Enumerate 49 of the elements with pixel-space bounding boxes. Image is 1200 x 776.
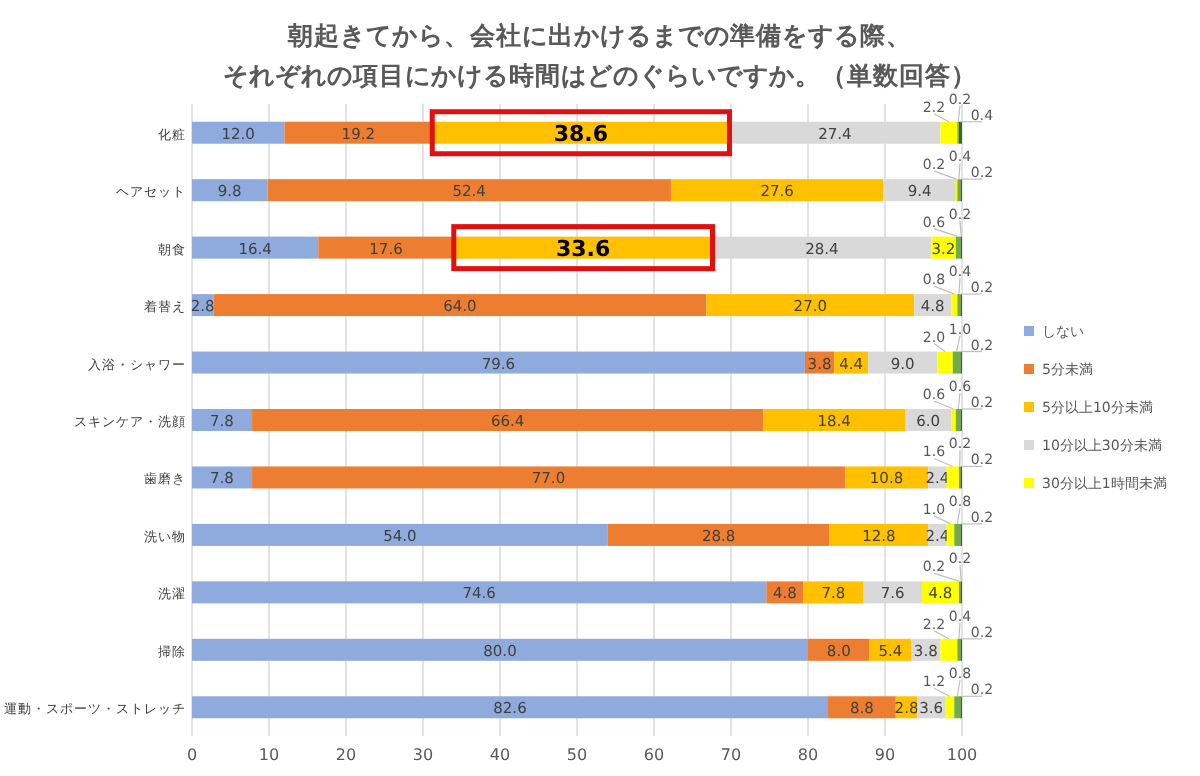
bar: [192, 466, 253, 489]
bar: [940, 121, 958, 144]
bar: [318, 236, 454, 259]
bar: [946, 466, 959, 489]
x-tick-label: 10: [258, 746, 280, 764]
bar: [954, 696, 961, 719]
x-tick-label: 40: [489, 746, 511, 764]
bar: [945, 696, 955, 719]
bar: [763, 409, 906, 431]
bar: [946, 523, 955, 546]
x-tick-label: 30: [412, 746, 434, 764]
bar: [192, 409, 253, 431]
bar: [828, 696, 896, 719]
bar: [803, 581, 864, 604]
x-tick-label: 100: [946, 746, 978, 764]
data-label: 38.6: [553, 120, 609, 147]
bar: [252, 409, 764, 431]
bar: [192, 523, 608, 546]
chart-title: 朝起きてから、会社に出かけるまでの準備をする際、: [286, 20, 912, 50]
bar: [940, 638, 958, 661]
bar: [192, 351, 805, 374]
x-tick-label: 70: [720, 746, 742, 764]
x-tick-label: 0: [186, 746, 198, 764]
bar: [192, 696, 829, 719]
bar: [192, 179, 268, 202]
bar: [192, 236, 319, 259]
bar: [607, 523, 830, 546]
bar: [937, 351, 953, 374]
data-label: 33.6: [556, 235, 611, 262]
bar: [192, 638, 808, 661]
bar: [252, 466, 845, 489]
bar: [951, 294, 958, 317]
bar: [706, 294, 915, 317]
bar: [213, 294, 707, 317]
bar: [808, 638, 870, 661]
bar: [952, 351, 961, 374]
bar: [829, 523, 929, 546]
bar: [284, 121, 433, 144]
bar: [954, 523, 961, 546]
x-tick-label: 80: [797, 746, 819, 764]
bar: [192, 581, 767, 604]
bar: [267, 179, 671, 202]
bar: [670, 179, 884, 202]
x-tick-label: 50: [566, 746, 588, 764]
chart-subtitle: それぞれの項目にかける時間はどのぐらいですか。（単数回答）: [223, 60, 977, 90]
x-tick-label: 60: [643, 746, 665, 764]
bar: [192, 121, 285, 144]
x-tick-label: 20: [335, 746, 357, 764]
x-tick-label: 90: [874, 746, 896, 764]
